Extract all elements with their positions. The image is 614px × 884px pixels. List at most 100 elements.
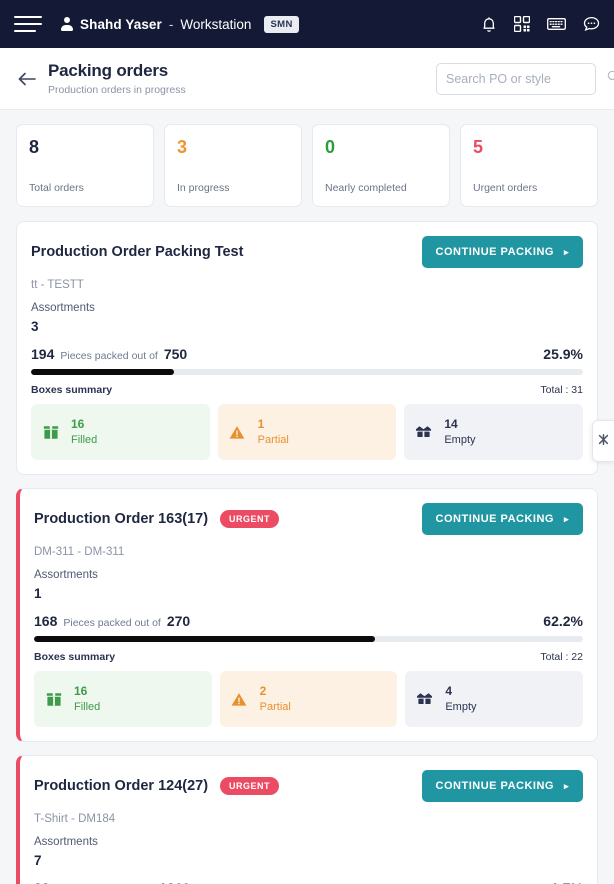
assortments-label: Assortments bbox=[34, 569, 98, 581]
box-stat-count: 2 bbox=[259, 684, 267, 699]
orders-scroll-area[interactable]: 8 Total orders 3 In progress 0 Nearly co… bbox=[0, 110, 614, 884]
side-panel-toggle[interactable] bbox=[592, 420, 614, 462]
box-stat-count: 16 bbox=[71, 417, 85, 432]
box-stat-filled: 16 Filled bbox=[31, 404, 210, 460]
continue-packing-button[interactable]: CONTINUE PACKING ▸ bbox=[421, 770, 583, 802]
box-stat-count: 1 bbox=[257, 417, 265, 432]
order-card[interactable]: Production Order 163(17) URGENT CONTINUE… bbox=[16, 488, 598, 742]
boxes-summary-row: 16 Filled 2 Partial bbox=[34, 671, 584, 727]
boxes-summary-header: Boxes summary Total : 31 bbox=[31, 384, 583, 396]
box-stat-partial: 2 Partial bbox=[219, 671, 398, 727]
pieces-packed-text: Pieces packed out of bbox=[60, 350, 158, 362]
qr-code-icon[interactable] bbox=[514, 16, 530, 32]
box-stat-text: 4 Empty bbox=[445, 684, 477, 713]
box-stat-empty: 14 Empty bbox=[404, 404, 584, 460]
continue-packing-label: CONTINUE PACKING bbox=[435, 780, 554, 792]
search-box[interactable] bbox=[436, 62, 614, 95]
order-title: Production Order 124(27) bbox=[34, 778, 209, 794]
progress-bar-fill bbox=[31, 369, 174, 375]
hamburger-menu-icon[interactable] bbox=[14, 14, 44, 34]
stat-value: 8 bbox=[29, 137, 40, 157]
stat-label: In progress bbox=[177, 182, 230, 194]
urgent-badge: URGENT bbox=[220, 510, 280, 528]
chevron-right-icon: ▸ bbox=[563, 246, 569, 257]
stat-value: 5 bbox=[473, 137, 484, 157]
top-navbar: Shahd Yaser - Workstation SMN bbox=[0, 0, 614, 48]
order-style: DM-311 - DM-311 bbox=[34, 546, 125, 558]
urgent-badge: URGENT bbox=[220, 777, 280, 795]
chevron-right-icon: ▸ bbox=[563, 780, 569, 791]
search-icon[interactable] bbox=[607, 70, 614, 88]
assortments-label: Assortments bbox=[34, 836, 98, 848]
box-stat-label: Partial bbox=[257, 433, 289, 446]
order-card-header: Production Order 163(17) URGENT CONTINUE… bbox=[34, 503, 583, 535]
box-stat-text: 16 Filled bbox=[74, 684, 101, 713]
chat-icon[interactable] bbox=[583, 16, 600, 32]
boxes-summary-header: Boxes summary Total : 22 bbox=[34, 651, 583, 663]
pieces-packed-text: Pieces packed out of bbox=[63, 617, 161, 629]
stat-value: 3 bbox=[177, 137, 188, 157]
person-icon bbox=[60, 17, 73, 31]
workstation-label: Workstation bbox=[180, 16, 252, 32]
user-name: Shahd Yaser bbox=[80, 16, 162, 32]
pieces-packed-count: 194 bbox=[31, 346, 55, 362]
order-card[interactable]: Production Order Packing Test CONTINUE P… bbox=[16, 221, 598, 475]
stat-label: Nearly completed bbox=[325, 182, 407, 194]
user-info[interactable]: Shahd Yaser - Workstation SMN bbox=[60, 15, 299, 33]
hamburger-line bbox=[14, 23, 42, 25]
order-title: Production Order Packing Test bbox=[31, 244, 244, 260]
box-stat-text: 1 Partial bbox=[257, 417, 289, 446]
stat-label: Total orders bbox=[29, 182, 84, 194]
stat-card-in-progress: 3 In progress bbox=[164, 124, 302, 207]
continue-packing-label: CONTINUE PACKING bbox=[435, 513, 554, 525]
continue-packing-button[interactable]: CONTINUE PACKING ▸ bbox=[421, 236, 583, 268]
box-stat-count: 4 bbox=[445, 684, 453, 699]
assortments-value: 7 bbox=[34, 853, 42, 868]
boxes-total-label: Total : 22 bbox=[540, 651, 583, 663]
keyboard-icon[interactable] bbox=[547, 17, 566, 31]
stat-card-total-orders: 8 Total orders bbox=[16, 124, 154, 207]
progress-bar-track bbox=[31, 369, 583, 375]
box-stat-count: 16 bbox=[74, 684, 88, 699]
boxes-total-label: Total : 31 bbox=[540, 384, 583, 396]
boxes-summary-label: Boxes summary bbox=[34, 651, 116, 663]
box-stat-label: Empty bbox=[445, 700, 477, 713]
box-stat-filled: 16 Filled bbox=[34, 671, 212, 727]
chevron-right-icon: ▸ bbox=[563, 513, 569, 524]
progress-bar-fill bbox=[34, 636, 376, 642]
page-title: Packing orders bbox=[48, 61, 169, 80]
box-stat-label: Filled bbox=[74, 700, 101, 713]
pieces-total-count: 270 bbox=[166, 613, 191, 629]
page-subtitle: Production orders in progress bbox=[48, 84, 186, 96]
box-stat-label: Partial bbox=[259, 700, 291, 713]
pieces-packed-count: 22 bbox=[34, 880, 50, 884]
bell-icon[interactable] bbox=[481, 16, 497, 33]
continue-packing-button[interactable]: CONTINUE PACKING ▸ bbox=[421, 503, 583, 535]
progress-percent: 25.9% bbox=[543, 346, 583, 362]
order-card-header: Production Order Packing Test CONTINUE P… bbox=[31, 236, 583, 268]
hamburger-line bbox=[14, 16, 42, 18]
box-stat-partial: 1 Partial bbox=[217, 404, 397, 460]
page-header: Packing orders Production orders in prog… bbox=[0, 48, 614, 110]
order-card-header: Production Order 124(27) URGENT CONTINUE… bbox=[34, 770, 583, 802]
filled-box-icon bbox=[44, 692, 63, 707]
empty-box-icon bbox=[414, 425, 433, 439]
back-arrow-icon[interactable] bbox=[14, 66, 40, 92]
assortments-value: 1 bbox=[34, 586, 42, 601]
stat-card-nearly-completed: 0 Nearly completed bbox=[312, 124, 450, 207]
assortments-value: 3 bbox=[31, 319, 39, 334]
order-card[interactable]: Production Order 124(27) URGENT CONTINUE… bbox=[16, 755, 598, 884]
page-title-group: Packing orders Production orders in prog… bbox=[48, 61, 186, 96]
box-stat-label: Empty bbox=[444, 433, 476, 446]
warning-triangle-icon bbox=[228, 425, 247, 440]
box-stat-text: 14 Empty bbox=[444, 417, 476, 446]
warning-triangle-icon bbox=[230, 692, 249, 707]
box-stat-count: 14 bbox=[444, 417, 458, 432]
stat-card-urgent-orders: 5 Urgent orders bbox=[460, 124, 598, 207]
box-stat-empty: 4 Empty bbox=[405, 671, 584, 727]
pieces-row: 22 Pieces packed out of 1269 1.7% bbox=[34, 880, 583, 884]
boxes-summary-row: 16 Filled 1 Partial bbox=[31, 404, 584, 460]
order-style: tt - TESTT bbox=[31, 279, 84, 291]
box-stat-label: Filled bbox=[71, 433, 98, 446]
search-input[interactable] bbox=[446, 71, 607, 86]
